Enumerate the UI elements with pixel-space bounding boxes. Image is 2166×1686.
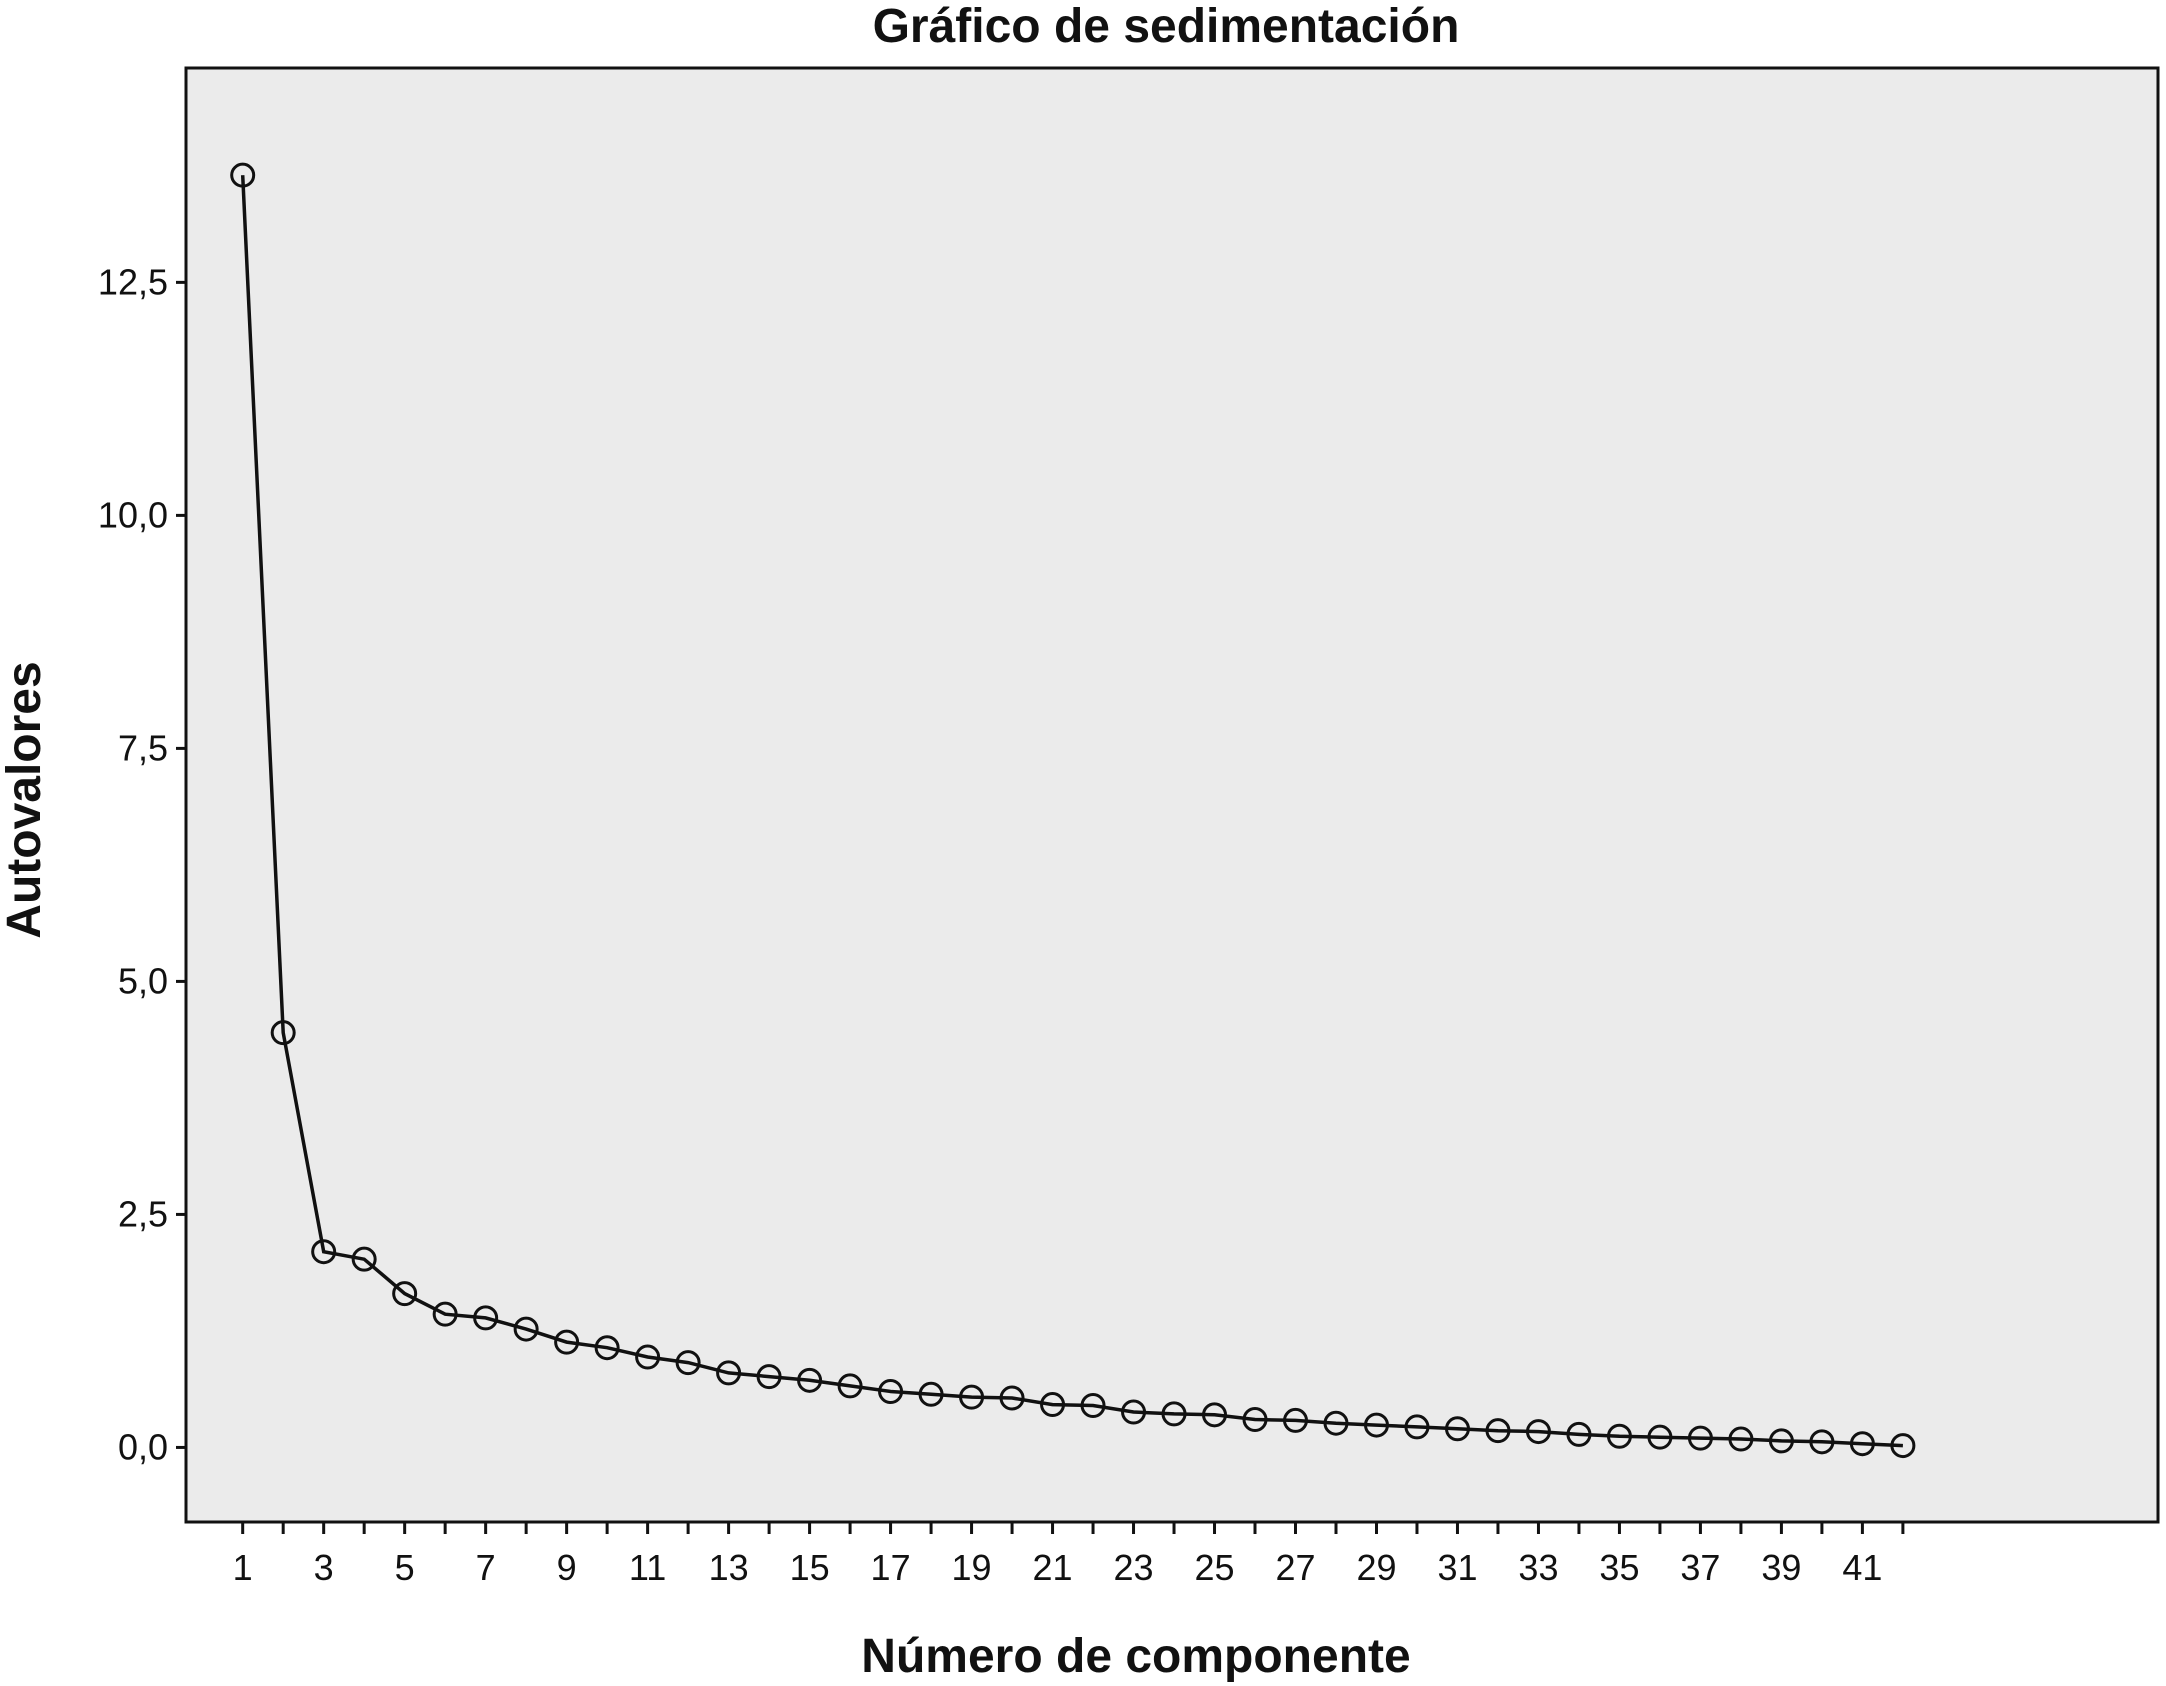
data-point [594, 1335, 620, 1361]
data-point [1849, 1431, 1875, 1457]
data-point [797, 1367, 823, 1393]
x-tick-label: 27 [1275, 1547, 1315, 1588]
data-point [1283, 1407, 1309, 1433]
data-point [1687, 1425, 1713, 1451]
y-axis: 0,0 2,5 5,0 7,5 10,0 12,5 [98, 261, 186, 1467]
x-tick-label: 21 [1033, 1547, 1073, 1588]
data-point [959, 1384, 985, 1410]
data-point [837, 1373, 863, 1399]
data-point [1323, 1410, 1349, 1436]
data-point [311, 1239, 337, 1265]
data-point [270, 1020, 296, 1046]
x-tick-label: 9 [557, 1547, 577, 1588]
data-point [1890, 1433, 1916, 1459]
data-point [432, 1301, 458, 1327]
y-tick-label: 7,5 [118, 727, 168, 768]
x-tick-label: 17 [871, 1547, 911, 1588]
data-point [878, 1379, 904, 1405]
data-point [1080, 1392, 1106, 1418]
data-point [1525, 1419, 1551, 1445]
data-point [351, 1246, 377, 1272]
x-tick-label: 33 [1518, 1547, 1558, 1588]
plot-area [184, 66, 2160, 1524]
x-axis: 1 3 5 7 9 11 13 15 17 19 21 23 25 27 29 31 33 35 37 39 41 [233, 1522, 1905, 1588]
x-tick-label: 35 [1599, 1547, 1639, 1588]
data-point [1202, 1402, 1228, 1428]
y-tick-label: 12,5 [98, 261, 168, 302]
x-tick-label: 37 [1680, 1547, 1720, 1588]
data-point [392, 1281, 418, 1307]
series-group [230, 162, 1916, 1459]
data-point [513, 1316, 539, 1342]
x-tick-label: 11 [629, 1547, 666, 1588]
data-point [1728, 1426, 1754, 1452]
data-point [1485, 1418, 1511, 1444]
data-point [756, 1364, 782, 1390]
data-point [1768, 1428, 1794, 1454]
x-tick-label: 3 [314, 1547, 334, 1588]
data-point [1404, 1414, 1430, 1440]
data-point [473, 1305, 499, 1331]
x-tick-label: 25 [1194, 1547, 1234, 1588]
x-tick-label: 19 [952, 1547, 992, 1588]
y-tick-label: 5,0 [118, 960, 168, 1001]
data-point [230, 162, 256, 188]
data-point [635, 1344, 661, 1370]
data-point [1809, 1429, 1835, 1455]
data-point [675, 1350, 701, 1376]
data-point [999, 1385, 1025, 1411]
chart-title: Gráfico de sedimentación [873, 0, 1460, 53]
data-point [1121, 1399, 1147, 1425]
data-point [1242, 1406, 1268, 1432]
x-tick-label: 23 [1114, 1547, 1154, 1588]
data-point [1606, 1423, 1632, 1449]
x-tick-label: 31 [1437, 1547, 1477, 1588]
y-tick-label: 10,0 [98, 494, 168, 535]
x-tick-label: 13 [709, 1547, 749, 1588]
x-tick-label: 29 [1356, 1547, 1396, 1588]
x-tick-label: 15 [790, 1547, 830, 1588]
data-point [918, 1381, 944, 1407]
y-tick-label: 0,0 [118, 1426, 168, 1467]
data-point [1566, 1421, 1592, 1447]
x-tick-label: 41 [1842, 1547, 1882, 1588]
data-point [1040, 1392, 1066, 1418]
data-point [716, 1360, 742, 1386]
y-tick-label: 2,5 [118, 1193, 168, 1234]
data-point [1647, 1424, 1673, 1450]
x-tick-label: 39 [1761, 1547, 1801, 1588]
data-point [1161, 1401, 1187, 1427]
data-point [1444, 1416, 1470, 1442]
x-tick-label: 7 [476, 1547, 496, 1588]
x-tick-label: 5 [395, 1547, 415, 1588]
x-tick-label: 1 [233, 1547, 253, 1588]
data-point [554, 1329, 580, 1355]
series-line [240, 175, 1903, 1448]
y-axis-title: Autovalores [0, 661, 51, 938]
data-point [1363, 1412, 1389, 1438]
x-axis-title: Número de componente [861, 1630, 1410, 1683]
